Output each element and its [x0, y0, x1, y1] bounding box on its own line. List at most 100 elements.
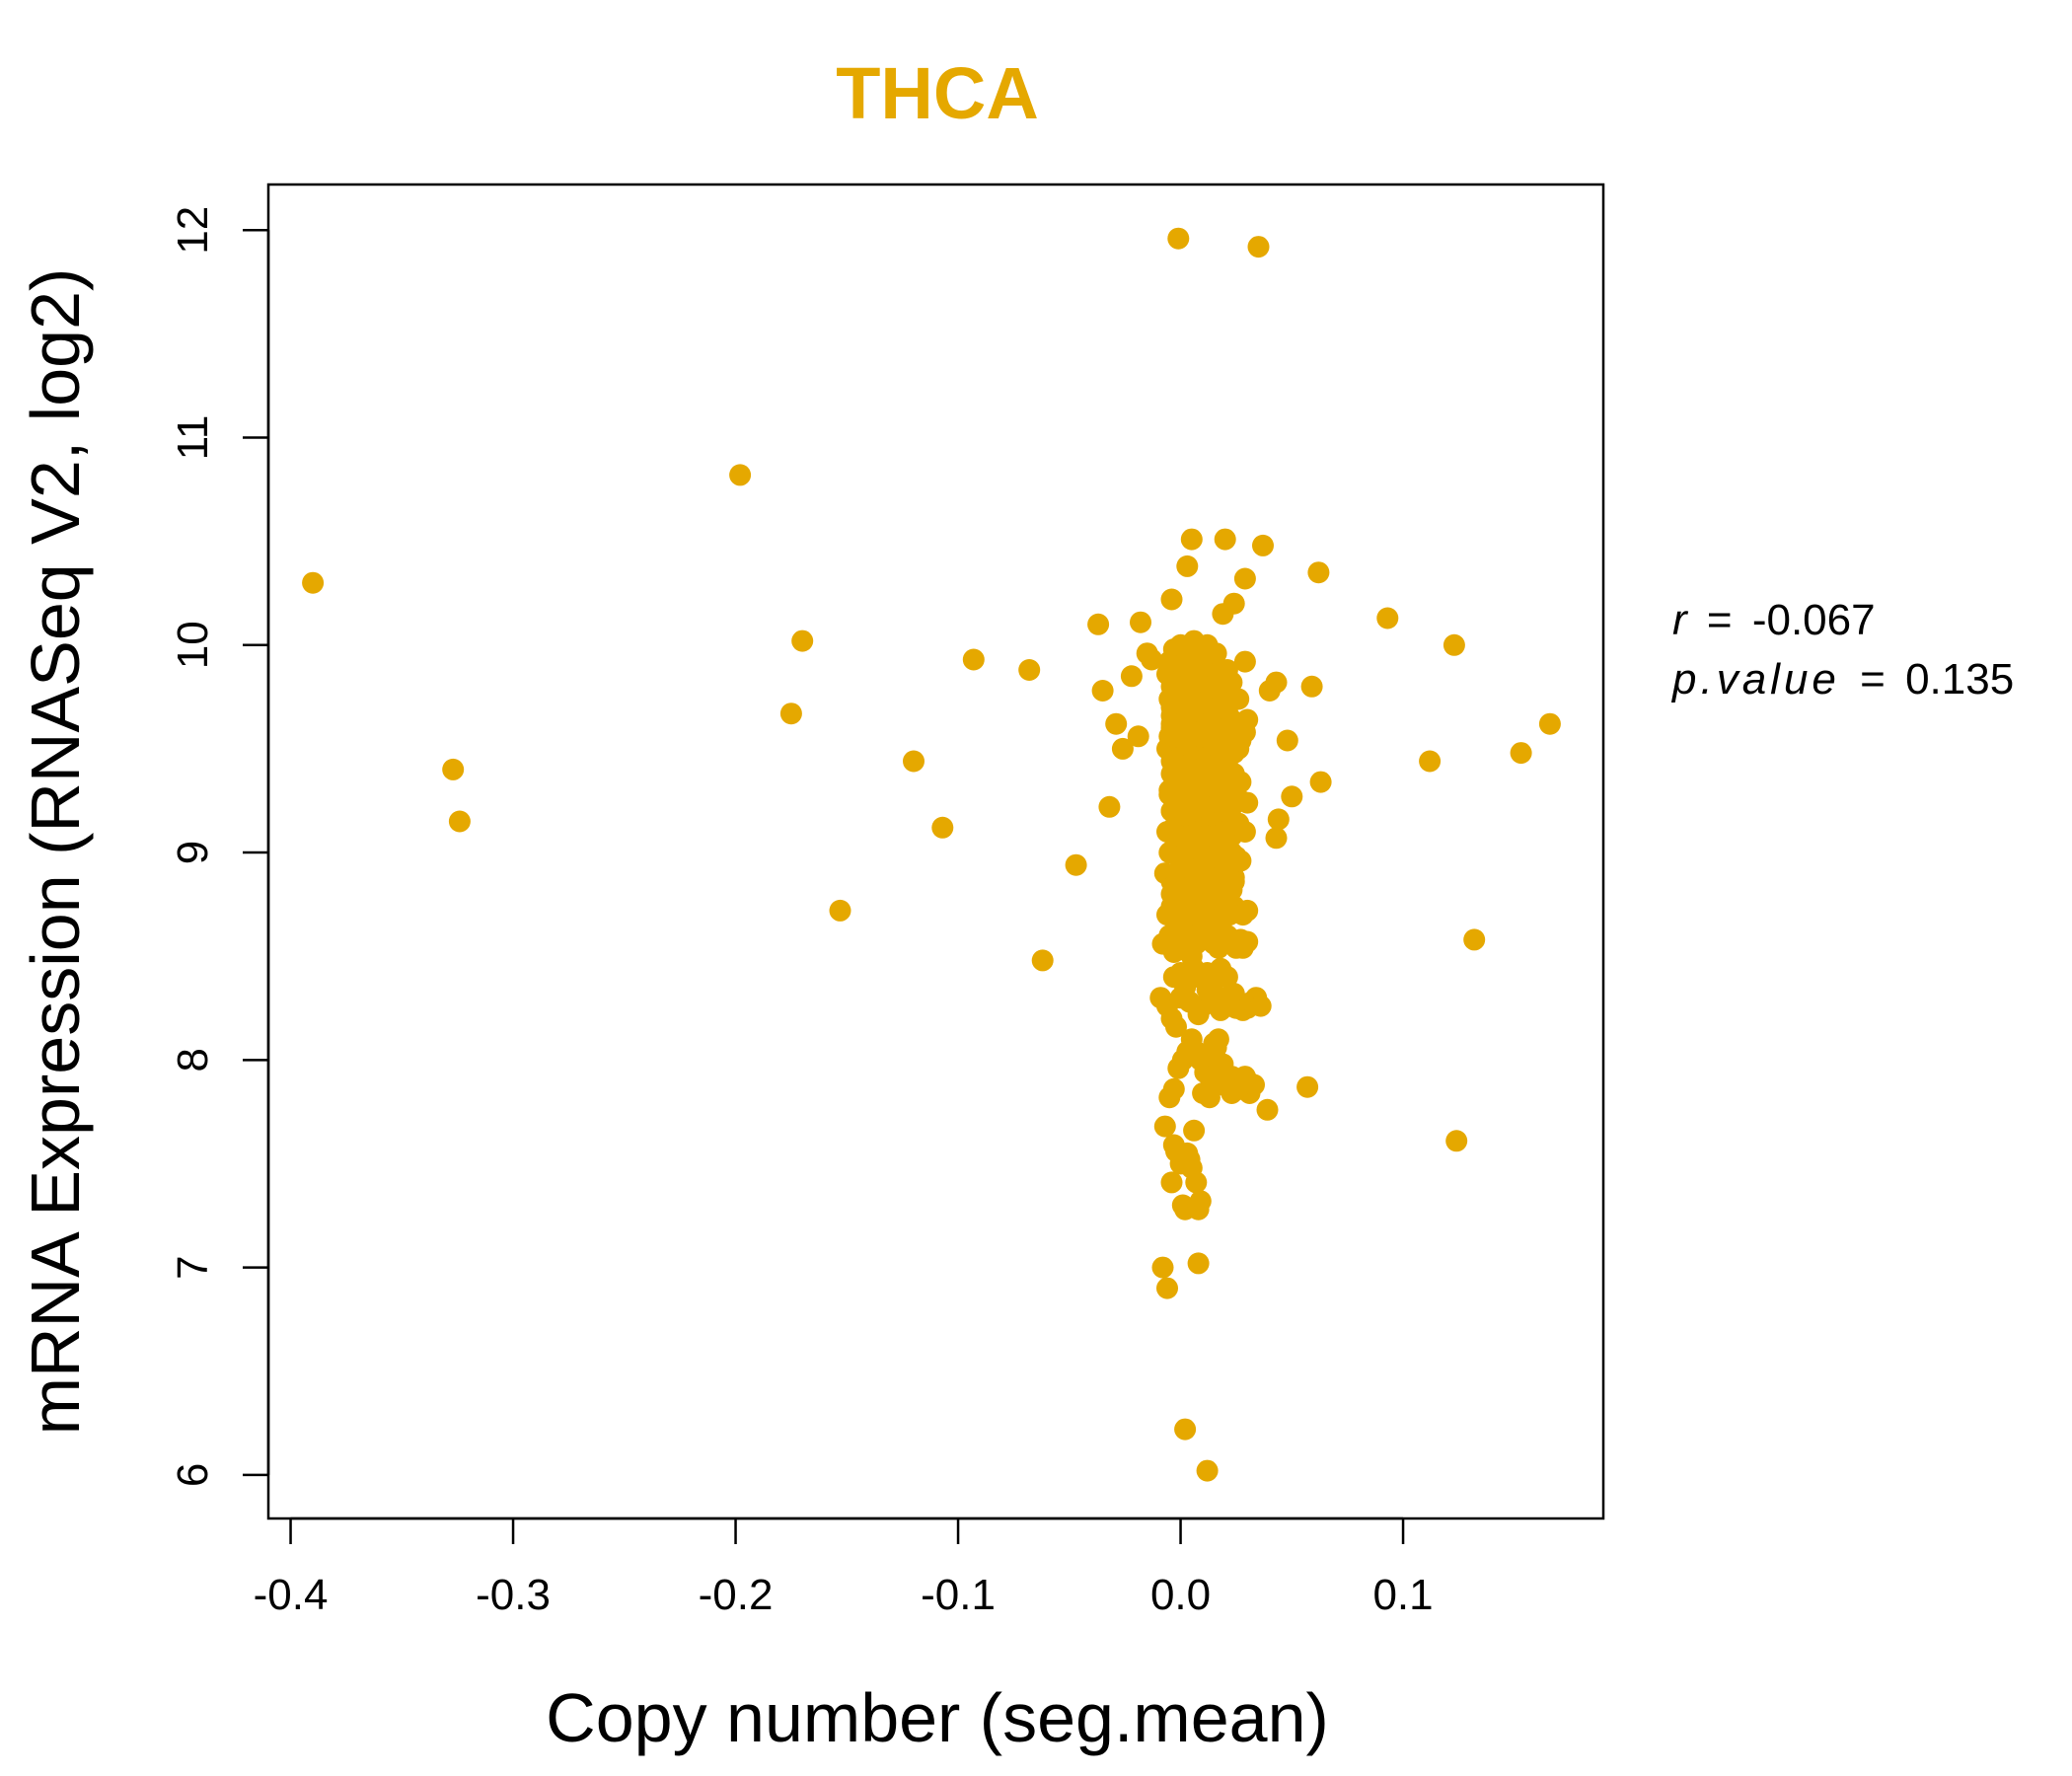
data-point	[1130, 611, 1151, 633]
data-point	[1216, 659, 1238, 681]
data-point	[1212, 908, 1234, 930]
data-point	[1098, 795, 1121, 818]
data-point	[1156, 1277, 1178, 1299]
data-point	[1018, 659, 1041, 681]
x-tick-label: -0.3	[476, 1571, 551, 1619]
data-point	[1538, 712, 1561, 735]
r-label: r	[1672, 596, 1689, 644]
y-axis-label: mRNA Expression (RNASeq V2, log2)	[17, 268, 94, 1436]
data-point	[1216, 966, 1238, 989]
data-point	[1247, 236, 1270, 259]
data-point	[1463, 928, 1486, 951]
data-point	[1167, 227, 1190, 250]
data-point	[829, 899, 851, 922]
data-point	[448, 810, 471, 833]
data-point	[1212, 603, 1234, 626]
data-point	[1189, 1190, 1212, 1213]
data-points	[302, 227, 1561, 1482]
data-point	[1196, 633, 1219, 656]
data-point	[1153, 1115, 1176, 1138]
p-label: p.value	[1670, 655, 1840, 703]
chart-title: THCA	[836, 52, 1039, 134]
data-point	[442, 758, 465, 780]
data-point	[1187, 1252, 1210, 1275]
data-point	[1176, 555, 1199, 577]
data-point	[1281, 785, 1303, 808]
x-tick-label: -0.2	[699, 1571, 774, 1619]
y-tick-label: 12	[169, 206, 217, 255]
data-point	[1233, 650, 1256, 673]
data-point	[1252, 534, 1274, 556]
data-point	[1120, 665, 1143, 688]
data-point	[791, 629, 814, 652]
data-point	[1091, 680, 1114, 702]
data-point	[729, 464, 752, 486]
data-point	[1065, 853, 1087, 876]
data-point	[1443, 633, 1465, 656]
data-point	[1174, 1418, 1197, 1441]
data-point	[1419, 750, 1442, 773]
data-point	[1236, 899, 1259, 922]
p-value: 0.135	[1905, 655, 2014, 703]
data-point	[1236, 708, 1259, 731]
stats-annotation: r = -0.067 p.value = 0.135	[1670, 596, 2014, 703]
data-point	[1258, 680, 1281, 702]
data-point	[1309, 771, 1332, 793]
data-point	[1216, 750, 1238, 773]
data-point	[1111, 737, 1134, 760]
data-point	[1141, 648, 1163, 671]
data-point	[1233, 567, 1256, 590]
data-point	[1151, 1256, 1174, 1279]
data-point	[1196, 1459, 1219, 1482]
data-point	[1221, 878, 1243, 901]
data-point	[1105, 712, 1128, 735]
x-axis: -0.4 -0.3 -0.2 -0.1 0.0 0.1	[254, 1517, 1434, 1619]
x-axis-label: Copy number (seg.mean)	[546, 1679, 1329, 1756]
data-point	[1300, 675, 1323, 698]
data-point	[779, 703, 802, 725]
y-tick-label: 6	[169, 1463, 217, 1487]
x-tick-label: -0.1	[921, 1571, 996, 1619]
data-point	[1236, 791, 1259, 814]
y-tick-label: 7	[169, 1255, 217, 1279]
y-axis: 6 7 8 9 10 11 12	[169, 206, 270, 1487]
data-point	[1307, 561, 1330, 584]
data-point	[1296, 1075, 1319, 1098]
y-tick-label: 11	[169, 415, 217, 461]
x-tick-label: 0.1	[1372, 1571, 1433, 1619]
data-point	[1127, 725, 1149, 748]
data-point	[1185, 1171, 1208, 1194]
r-equals: =	[1707, 596, 1733, 644]
r-stat-line: r = -0.067	[1672, 596, 1876, 644]
data-point	[1229, 850, 1252, 872]
data-point	[1376, 607, 1399, 629]
data-point	[1265, 827, 1288, 850]
data-point	[1087, 613, 1110, 635]
data-point	[1214, 528, 1236, 551]
p-stat-line: p.value = 0.135	[1670, 655, 2014, 703]
data-point	[1160, 588, 1183, 611]
data-point	[1510, 742, 1532, 765]
r-value: -0.067	[1752, 596, 1876, 644]
data-point	[1207, 1028, 1229, 1051]
data-point	[1180, 528, 1203, 551]
data-point	[302, 571, 325, 594]
data-point	[1276, 729, 1298, 752]
y-tick-label: 10	[169, 621, 217, 669]
data-point	[1162, 1077, 1185, 1100]
data-point	[962, 648, 985, 671]
p-equals: =	[1860, 655, 1886, 703]
data-point	[1165, 1015, 1187, 1038]
data-point	[1267, 808, 1290, 831]
data-point	[1243, 1073, 1265, 1096]
data-point	[1031, 949, 1054, 972]
data-point	[1233, 821, 1256, 843]
data-point	[903, 750, 925, 773]
data-point	[1445, 1130, 1468, 1152]
x-tick-label: -0.4	[254, 1571, 329, 1619]
y-tick-label: 8	[169, 1048, 217, 1072]
data-point	[1183, 1119, 1206, 1142]
data-point	[931, 816, 954, 839]
